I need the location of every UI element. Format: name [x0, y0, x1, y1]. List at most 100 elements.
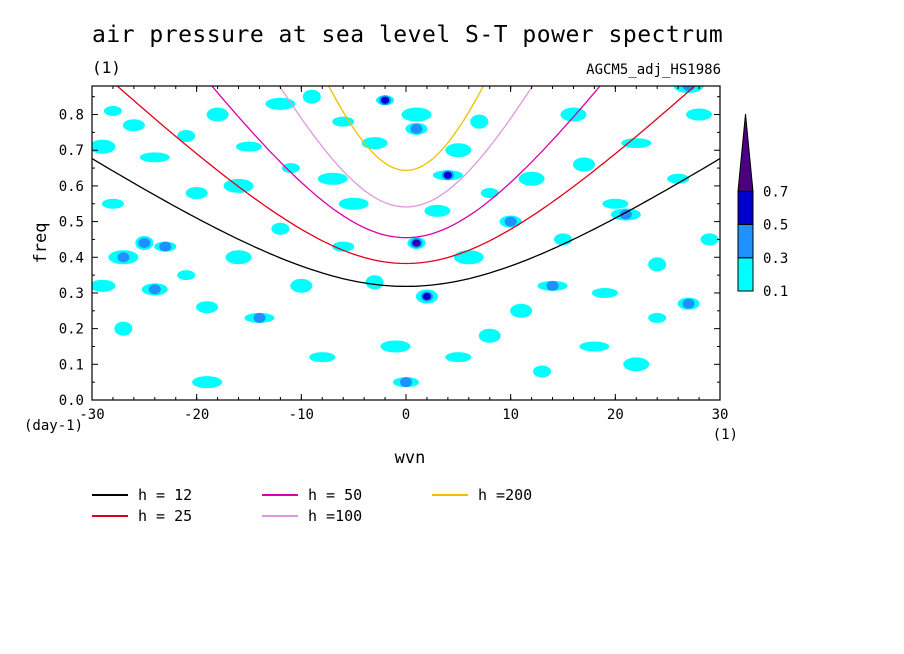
contour-blob: [648, 257, 667, 272]
colorbar-segment: [737, 190, 754, 225]
x-tick-label: 0: [402, 407, 410, 423]
chart-unit-label: (1): [92, 58, 121, 77]
contour-blob: [101, 198, 124, 209]
contour-blob-inner: [138, 238, 151, 248]
contour-blob: [380, 340, 411, 353]
y-tick-label: 0.6: [59, 179, 84, 195]
contour-blob: [196, 301, 219, 314]
contour-blob: [206, 107, 229, 122]
y-tick-label: 0.5: [59, 215, 84, 231]
legend-item-h50: h = 50: [262, 486, 362, 504]
contour-blob: [225, 250, 252, 265]
contour-blob-peak: [413, 242, 419, 246]
contour-blob: [480, 188, 499, 199]
contour-blob: [177, 270, 196, 281]
contour-blob: [122, 119, 145, 132]
legend-label: h =200: [478, 486, 533, 504]
x-tick-label: 30: [712, 407, 729, 423]
contour-blob: [518, 171, 545, 186]
dispersion-curve-line: [92, 157, 720, 288]
contour-blob-inner: [546, 280, 559, 291]
legend-swatch: [92, 515, 128, 517]
x-tick-label: 10: [502, 407, 519, 423]
colorbar-segment: [737, 257, 754, 292]
colorbar-label: 0.3: [763, 251, 788, 267]
contour-blob: [92, 139, 116, 154]
colorbar-label: 0.1: [763, 284, 788, 300]
contour-blob: [579, 341, 610, 352]
y-tick-label: 0.2: [59, 322, 84, 338]
contour-blob-inner: [159, 241, 172, 252]
contour-blob: [92, 279, 116, 292]
contour-blob-inner: [400, 377, 412, 388]
contour-blob: [621, 138, 652, 149]
contour-blob: [177, 129, 196, 142]
dispersion-curve-line: [278, 86, 534, 208]
contour-blob-core: [422, 293, 431, 301]
contour-blob-inner: [682, 86, 695, 91]
contour-blob: [667, 173, 690, 184]
contour-blob: [139, 152, 170, 163]
contour-blob: [114, 321, 133, 336]
y-tick-label: 0.0: [59, 393, 84, 409]
contour-blob: [302, 89, 321, 104]
contour-blob: [648, 312, 667, 323]
contour-blob: [445, 143, 472, 158]
contour-blob: [338, 197, 369, 210]
contour-blob: [445, 352, 472, 363]
dispersion-curves: [92, 86, 720, 288]
contour-blob-inner: [117, 252, 130, 263]
legend-item-h100: h =100: [262, 507, 362, 525]
contour-blob: [686, 108, 713, 121]
y-tick-label: 0.3: [59, 286, 84, 302]
contour-blob: [424, 204, 451, 217]
legend-label: h = 50: [308, 486, 363, 504]
contour-blob: [533, 365, 552, 378]
dispersion-curve-line: [327, 86, 485, 172]
legend-swatch: [262, 494, 298, 496]
contour-blob-inner: [148, 284, 161, 295]
contour-blob-core: [443, 171, 452, 179]
legend-swatch: [432, 494, 468, 496]
colorbar-label: 0.5: [763, 218, 788, 234]
contour-blob-inner: [682, 298, 695, 309]
x-axis-unit: (1): [713, 427, 738, 443]
legend-item-h200: h =200: [432, 486, 532, 504]
x-axis-label: wvn: [395, 448, 426, 468]
contour-blob-inner: [619, 209, 632, 220]
y-tick-label: 0.8: [59, 108, 84, 124]
x-tick-label: -20: [184, 407, 209, 423]
contour-blob-core: [381, 96, 390, 104]
y-tick-label: 0.1: [59, 357, 84, 373]
legend-swatch: [92, 494, 128, 496]
contour-blob: [281, 163, 300, 174]
contour-blob-inner: [410, 123, 423, 134]
contour-blob: [700, 233, 719, 246]
contour-blob: [185, 187, 208, 200]
contour-blob: [591, 287, 618, 298]
contour-blob: [361, 137, 388, 150]
legend-item-h12: h = 12: [92, 486, 192, 504]
y-axis-unit: (day-1): [24, 418, 83, 434]
y-tick-label: 0.4: [59, 250, 84, 266]
contour-blob: [365, 275, 384, 290]
contour-blob: [478, 328, 501, 343]
contour-blob: [192, 376, 223, 389]
y-axis-label: freq: [31, 223, 51, 264]
contour-blob: [332, 241, 355, 252]
chart-subtitle: AGCM5_adj_HS1986: [586, 62, 721, 78]
x-tick-label: -10: [289, 407, 314, 423]
legend-label: h = 25: [138, 507, 193, 525]
contour-blob: [470, 114, 489, 129]
contour-blob: [290, 278, 313, 293]
contour-blob: [317, 172, 348, 185]
x-tick-label: 20: [607, 407, 624, 423]
legend-label: h = 12: [138, 486, 193, 504]
dispersion-curve-line: [116, 86, 696, 265]
contour-blob: [602, 198, 629, 209]
y-tick-label: 0.7: [59, 143, 84, 159]
spectrum-contours: [92, 86, 719, 389]
colorbar-segment: [737, 224, 754, 259]
legend-label: h =100: [308, 507, 363, 525]
